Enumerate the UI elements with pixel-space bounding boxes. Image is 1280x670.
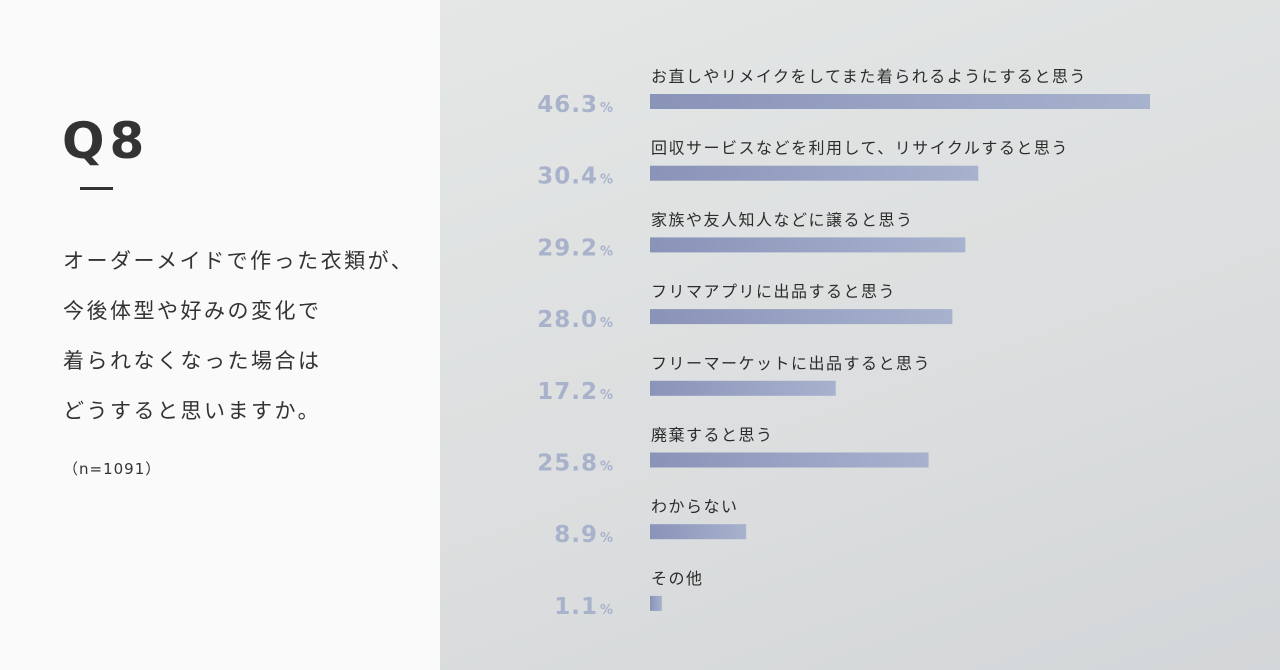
value-label: 28.0 — [537, 307, 598, 333]
value-label: 29.2 — [537, 235, 598, 261]
category-label: お直しやリメイクをしてまた着られるようにすると思う — [651, 67, 1087, 86]
bar — [650, 237, 966, 253]
percent-unit: % — [600, 244, 613, 259]
percent-unit: % — [600, 101, 613, 116]
question-panel: Q8 オーダーメイドで作った衣類が、 今後体型や好みの変化で 着られなくなった場… — [0, 0, 440, 670]
category-label: わからない — [651, 497, 739, 516]
question-line: 今後体型や好みの変化で — [63, 299, 322, 323]
category-label: 廃棄すると思う — [651, 426, 774, 445]
question-number: Q8 — [62, 112, 150, 170]
percent-unit: % — [600, 173, 613, 188]
value-label: 1.1 — [554, 594, 598, 620]
bar — [650, 452, 929, 468]
bar — [650, 94, 1150, 109]
question-line: 着られなくなった場合は — [63, 349, 322, 373]
bar — [650, 165, 979, 181]
percent-unit: % — [600, 388, 613, 403]
bar — [650, 380, 836, 396]
category-label: フリマアプリに出品すると思う — [651, 282, 896, 301]
category-label: その他 — [651, 569, 704, 588]
bar — [650, 595, 662, 611]
question-text: オーダーメイドで作った衣類が、 今後体型や好みの変化で 着られなくなった場合は … — [63, 236, 433, 436]
question-divider — [80, 187, 113, 190]
bar-chart: お直しやリメイクをしてまた着られるようにすると思う 46.3 % 回収サービスなどを利… — [537, 67, 1150, 620]
bar — [650, 309, 953, 325]
sample-size: （n=1091） — [63, 460, 162, 478]
value-label: 17.2 — [537, 379, 598, 405]
percent-unit: % — [600, 531, 613, 546]
value-label: 46.3 — [537, 92, 598, 118]
bar — [650, 524, 747, 540]
value-label: 8.9 — [554, 522, 598, 548]
question-line: どうすると思いますか。 — [63, 399, 322, 423]
question-line: オーダーメイドで作った衣類が、 — [63, 249, 415, 273]
category-label: フリーマーケットに出品すると思う — [651, 354, 931, 373]
value-label: 25.8 — [537, 451, 598, 477]
chart-panel — [440, 0, 1280, 670]
percent-unit: % — [600, 460, 613, 475]
value-label: 30.4 — [537, 164, 598, 190]
category-label: 回収サービスなどを利用して、リサイクルすると思う — [651, 139, 1069, 158]
category-label: 家族や友人知人などに譲ると思う — [651, 210, 914, 229]
percent-unit: % — [600, 603, 613, 618]
percent-unit: % — [600, 316, 613, 331]
